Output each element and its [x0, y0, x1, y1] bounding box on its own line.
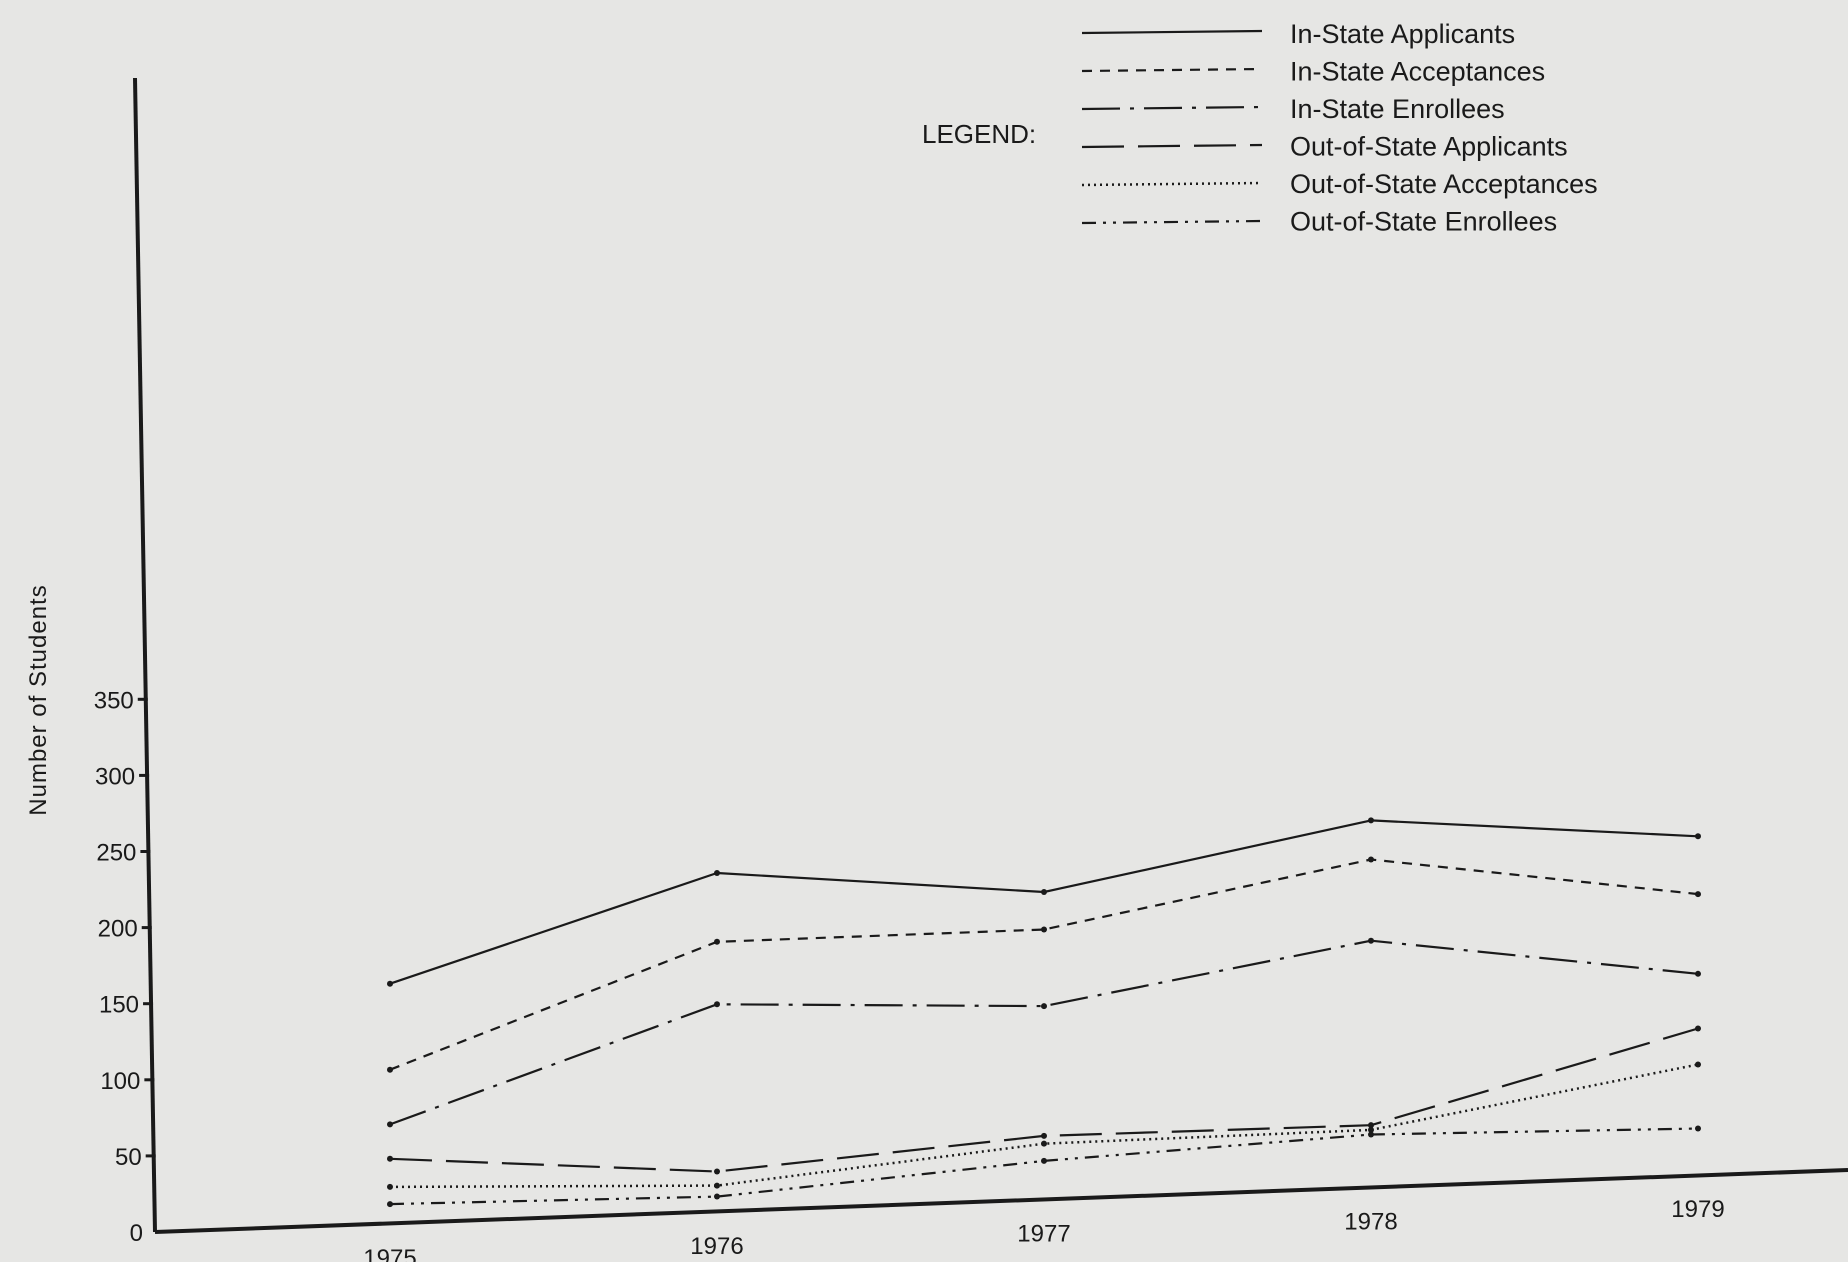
x-tick-label: 1976 — [690, 1233, 743, 1260]
legend-swatch — [1081, 219, 1263, 225]
data-point — [1041, 1140, 1047, 1147]
legend-label: Out-of-State Applicants — [1290, 132, 1568, 162]
series-line — [389, 1063, 1699, 1189]
y-tick-label: 350 — [94, 687, 134, 714]
data-point — [1695, 970, 1701, 977]
data-point — [1368, 856, 1374, 863]
data-point — [387, 1066, 393, 1073]
x-ticks: 1975 1976 1977 1978 1979 — [363, 1196, 1724, 1262]
series-line — [389, 819, 1699, 985]
axes — [133, 77, 1848, 1234]
data-point — [1695, 1025, 1701, 1032]
data-point — [387, 1201, 393, 1208]
data-point — [1368, 1126, 1374, 1133]
y-axis-line — [133, 77, 157, 1233]
data-point — [714, 1168, 720, 1175]
y-tick-label: 0 — [130, 1220, 143, 1247]
legend-swatch — [1081, 143, 1263, 149]
x-tick-label: 1975 — [363, 1245, 416, 1262]
data-point — [1368, 1122, 1374, 1129]
y-axis-title: Number of Students — [25, 584, 52, 815]
data-point — [1041, 1003, 1047, 1010]
data-point — [714, 1182, 720, 1189]
data-point — [1041, 926, 1047, 933]
legend-label: In-State Enrollees — [1290, 94, 1505, 124]
y-tick-label: 250 — [96, 840, 136, 867]
series-line — [389, 858, 1699, 1071]
x-tick-label: 1977 — [1017, 1221, 1070, 1248]
data-point — [1041, 1132, 1047, 1139]
legend-label: In-State Applicants — [1290, 19, 1515, 49]
legend-swatch — [1081, 29, 1263, 35]
series-layer — [387, 817, 1701, 1208]
legend-swatch — [1081, 105, 1263, 111]
x-tick-label: 1979 — [1671, 1196, 1724, 1223]
data-point — [714, 1193, 720, 1200]
y-ticks: 0 50 100 150 200 250 300 350 — [94, 687, 156, 1247]
legend-label: Out-of-State Enrollees — [1290, 207, 1557, 237]
y-tick-label: 150 — [99, 992, 139, 1019]
legend-swatch — [1081, 181, 1263, 187]
data-point — [1368, 937, 1374, 944]
data-point — [714, 938, 720, 945]
data-point — [1695, 833, 1701, 840]
data-point — [714, 1001, 720, 1008]
series-line — [389, 939, 1699, 1126]
legend-title: LEGEND: — [922, 119, 1036, 149]
data-point — [714, 870, 720, 877]
series-line — [389, 1027, 1699, 1173]
data-point — [387, 1183, 393, 1190]
y-tick-label: 300 — [95, 763, 135, 790]
legend-label: In-State Acceptances — [1290, 57, 1545, 87]
data-point — [387, 980, 393, 987]
legend-label: Out-of-State Acceptances — [1290, 169, 1598, 199]
y-tick-label: 100 — [100, 1068, 140, 1095]
data-point — [1695, 1125, 1701, 1132]
data-point — [1041, 889, 1047, 896]
data-point — [1368, 817, 1374, 824]
data-point — [1368, 1131, 1374, 1138]
data-point — [1041, 1157, 1047, 1164]
data-point — [387, 1121, 393, 1128]
y-tick-label: 200 — [98, 916, 138, 943]
x-tick-label: 1978 — [1344, 1208, 1397, 1235]
data-point — [387, 1155, 393, 1162]
data-point — [1695, 891, 1701, 898]
x-axis-line — [154, 1168, 1848, 1234]
y-tick-label: 50 — [115, 1144, 142, 1171]
data-point — [1695, 1061, 1701, 1068]
legend-swatch — [1081, 67, 1263, 73]
legend: LEGEND: In-State Applicants In-State Acce… — [922, 19, 1598, 237]
